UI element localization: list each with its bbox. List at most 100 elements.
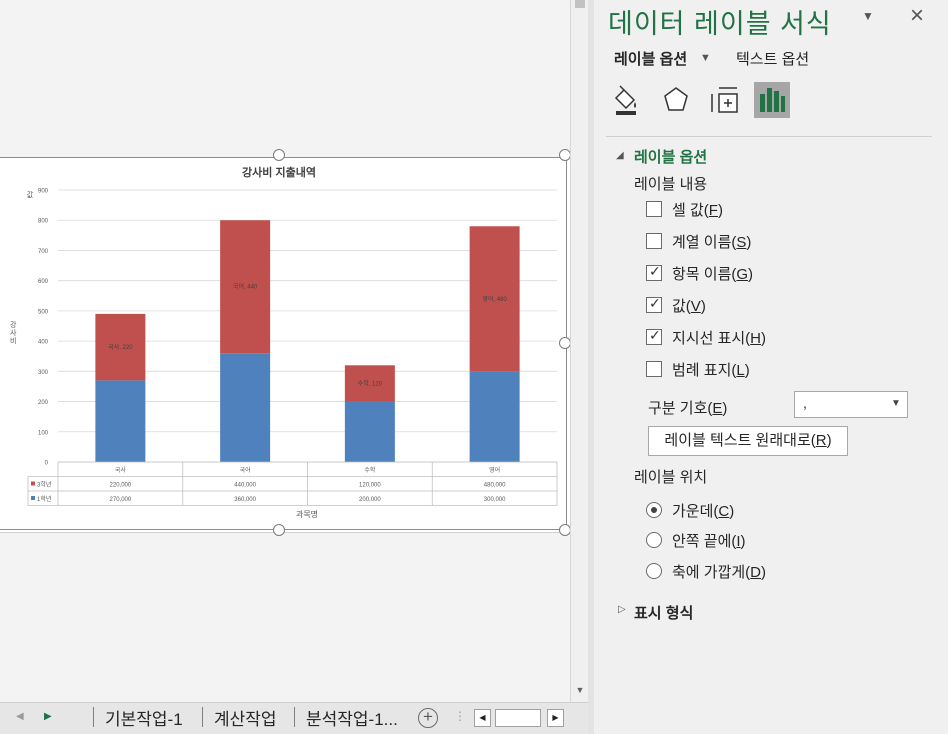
sheet-tab-basic-1[interactable]: 기본작업-1 <box>105 710 183 729</box>
scroll-tabs-right-icon[interactable]: ▶ <box>44 711 52 722</box>
bar-segment[interactable] <box>95 313 146 381</box>
y-tick-label: 800 <box>38 219 49 225</box>
close-icon[interactable]: × <box>910 2 925 29</box>
radio-button[interactable] <box>646 532 662 548</box>
pane-divider[interactable] <box>588 0 594 734</box>
table-value: 300,000 <box>484 497 506 503</box>
bars[interactable]: 국사, 220 국어, 440 수학, 120 영어, 480 <box>95 220 520 462</box>
radio-label[interactable]: 축에 가깝게(D) <box>672 564 767 581</box>
hscroll-thumb[interactable] <box>495 709 541 727</box>
y-tick-label: 300 <box>38 370 49 376</box>
x-category-label: 국사 <box>115 466 127 474</box>
x-category-label: 국어 <box>240 466 251 474</box>
x-axis-title[interactable]: 과목명 <box>296 509 318 519</box>
radio-button[interactable] <box>646 502 662 518</box>
data-label[interactable]: 영어, 480 <box>482 295 507 303</box>
checkbox[interactable] <box>646 201 662 217</box>
section-number-format[interactable]: 표시 형식 <box>634 605 694 622</box>
sheet-tab-calc[interactable]: 계산작업 <box>214 710 277 729</box>
worksheet-area[interactable]: 0 100 200 300 400 500 600 700 800 900 국사, 220 국어, … <box>0 0 571 702</box>
tab-label-options[interactable]: 레이블 옵션 <box>614 51 688 68</box>
checkbox[interactable] <box>646 233 662 249</box>
checkbox-label[interactable]: 범례 표지(L) <box>672 362 750 379</box>
data-label[interactable]: 수학, 120 <box>358 379 383 387</box>
scroll-down-arrow-icon[interactable]: ▼ <box>575 685 585 695</box>
chart-title[interactable]: 강사비 지출내역 <box>242 165 316 179</box>
chevron-down-icon[interactable]: ▼ <box>700 52 711 64</box>
table-value: 120,000 <box>359 483 381 489</box>
table-value: 440,000 <box>234 483 256 489</box>
table-value: 360,000 <box>234 497 256 503</box>
bar-segment[interactable] <box>344 365 395 402</box>
bar-segment[interactable] <box>220 220 271 354</box>
label-contains-heading: 레이블 내용 <box>634 176 708 193</box>
chart-resize-handle-bottom[interactable] <box>273 524 285 536</box>
y-tick-label: 500 <box>38 309 49 315</box>
checkbox[interactable]: ✓ <box>646 327 662 345</box>
data-label[interactable]: 국사, 220 <box>108 343 133 351</box>
separator-label: 구분 기호(E) <box>648 400 728 417</box>
checkbox-label[interactable]: 계열 이름(S) <box>672 234 752 251</box>
separator-value: , <box>803 395 807 411</box>
tab-split-handle-icon[interactable]: ⋮ <box>454 709 466 723</box>
size-properties-icon[interactable] <box>706 82 742 118</box>
pane-options-dropdown-icon[interactable]: ▼ <box>862 9 874 23</box>
radio-button[interactable] <box>646 563 662 579</box>
checkbox[interactable] <box>646 361 662 377</box>
pentagon-icon[interactable] <box>658 82 694 118</box>
data-label[interactable]: 국어, 440 <box>233 283 258 291</box>
table-value: 270,000 <box>110 497 132 503</box>
tab-separator <box>202 707 203 727</box>
checkbox-label[interactable]: 지시선 표시(H) <box>672 330 767 347</box>
tab-text-options[interactable]: 텍스트 옵션 <box>736 51 810 68</box>
collapse-triangle-icon[interactable]: ◢ <box>616 150 624 161</box>
label-position-heading: 레이블 위치 <box>634 469 708 486</box>
legend-key <box>31 496 35 500</box>
expand-triangle-icon[interactable]: ▷ <box>618 604 626 615</box>
bar-segment[interactable] <box>95 380 146 462</box>
pane-divider-line <box>606 136 932 137</box>
fill-bucket-icon[interactable] <box>608 82 644 118</box>
series-name-label: 3학년 <box>37 481 51 489</box>
bar-segment[interactable] <box>220 353 271 462</box>
separator-select[interactable]: , ▼ <box>794 391 908 418</box>
reset-label-text-button[interactable]: 레이블 텍스트 원래대로(R) <box>648 426 848 456</box>
y-tick-label: 900 <box>38 189 49 195</box>
y-tick-label: 200 <box>38 400 49 406</box>
bar-chart-icon[interactable] <box>754 82 790 118</box>
checkmark-icon: ✓ <box>649 263 661 279</box>
bar-segment[interactable] <box>469 371 520 462</box>
section-label-options[interactable]: 레이블 옵션 <box>634 149 708 166</box>
format-data-labels-pane: 데이터 레이블 서식 ▼ × 레이블 옵션 ▼ 텍스트 옵션 <box>594 0 948 734</box>
radio-label[interactable]: 안쪽 끝에(I) <box>672 533 746 550</box>
hscroll-left-arrow-icon[interactable]: ◀ <box>474 709 491 727</box>
checkbox[interactable]: ✓ <box>646 263 662 281</box>
y-tick-label: 400 <box>38 340 49 346</box>
scroll-tabs-left-icon[interactable]: ◀ <box>16 711 24 722</box>
bar-segment[interactable] <box>344 401 395 462</box>
table-value: 220,000 <box>110 483 132 489</box>
checkbox-label[interactable]: 값(V) <box>672 298 706 315</box>
y-tick-label: 700 <box>38 249 49 255</box>
bar-segment[interactable] <box>469 226 520 372</box>
vertical-scrollbar[interactable]: ▼ <box>570 0 588 702</box>
y-tick-label: 600 <box>38 279 49 285</box>
plus-circle-icon[interactable]: + <box>418 708 438 728</box>
checkbox-label[interactable]: 항목 이름(G) <box>672 266 754 283</box>
y-axis-unit-label[interactable]: 값 <box>27 191 34 199</box>
radio-dot <box>651 507 657 513</box>
hscroll-right-arrow-icon[interactable]: ▶ <box>547 709 564 727</box>
chart-canvas[interactable]: 0 100 200 300 400 500 600 700 800 900 국사, 220 국어, … <box>0 157 568 533</box>
radio-label[interactable]: 가운데(C) <box>672 503 735 520</box>
chevron-down-icon[interactable]: ▼ <box>891 398 901 409</box>
sheet-tab-analysis-1[interactable]: 분석작업-1... <box>306 710 398 729</box>
chart-resize-handle-top[interactable] <box>273 149 285 161</box>
x-category-label: 수학 <box>364 466 376 474</box>
y-tick-label: 100 <box>38 430 49 436</box>
scrollbar-thumb[interactable] <box>575 0 585 8</box>
checkmark-icon: ✓ <box>649 327 661 343</box>
checkbox-label[interactable]: 셀 값(F) <box>672 202 723 219</box>
legend-key <box>31 481 35 486</box>
checkbox[interactable]: ✓ <box>646 295 662 313</box>
